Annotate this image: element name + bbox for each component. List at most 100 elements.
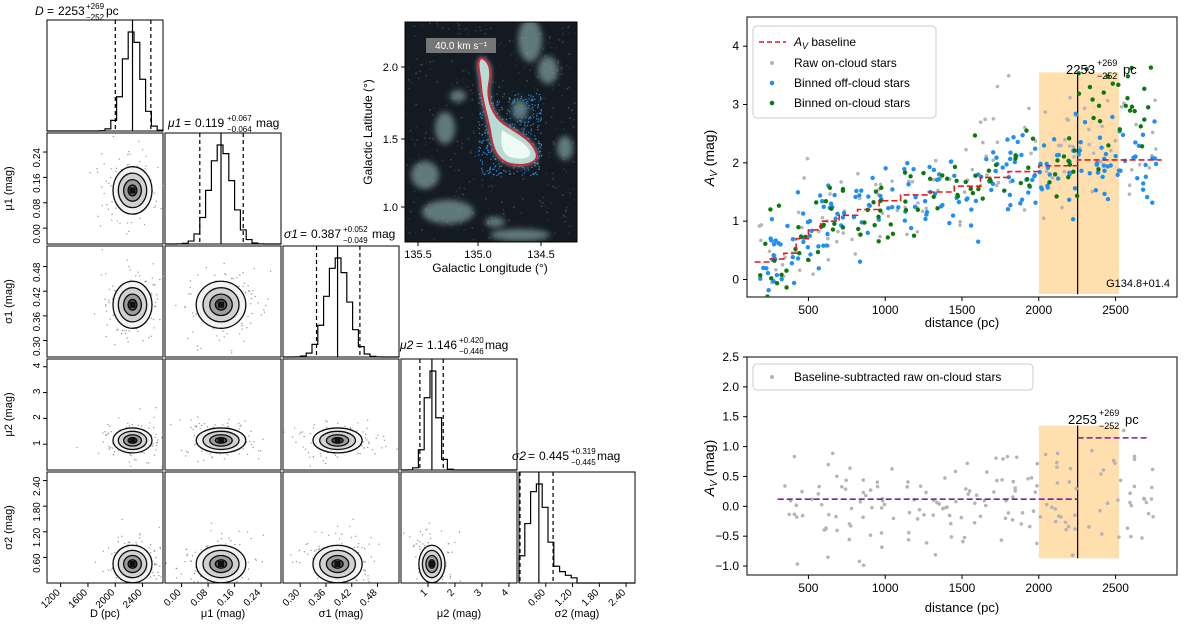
corner-sample	[416, 578, 418, 580]
panel-a-raw-point	[924, 206, 929, 211]
map-noise	[450, 83, 453, 86]
map-noise	[510, 104, 513, 106]
corner-sample	[154, 436, 156, 438]
panel-a-off-point	[808, 252, 813, 257]
corner-sample	[136, 165, 139, 167]
map-star	[482, 171, 484, 173]
map-star	[517, 116, 519, 118]
panel-b-point	[1035, 461, 1040, 466]
panel-a-raw-point	[1147, 166, 1152, 170]
map-star	[498, 101, 501, 103]
corner-sample	[314, 531, 316, 533]
map-noise	[573, 198, 575, 201]
corner-sample	[231, 349, 233, 352]
corner-sample	[193, 572, 196, 575]
map-star	[485, 114, 487, 116]
corner-sample	[133, 458, 136, 461]
map-noise	[437, 99, 440, 102]
map-noise	[454, 167, 457, 170]
map-emission	[411, 22, 573, 241]
panel-a-raw-point	[839, 180, 843, 184]
corner-title-sig2-value: 0.445	[539, 449, 569, 463]
corner-sample	[291, 561, 294, 564]
corner-sample	[155, 444, 158, 447]
map-star	[481, 114, 483, 116]
corner-sample	[451, 551, 453, 553]
corner-sample	[109, 446, 112, 449]
panel-a-off-point	[1004, 162, 1009, 167]
panel-b-point	[1146, 511, 1151, 516]
corner-sample	[349, 427, 352, 429]
panel-a-range-band	[1038, 72, 1119, 295]
map-noise	[425, 61, 428, 64]
panel-b-point	[794, 503, 799, 508]
map-noise	[542, 202, 544, 204]
map-star	[540, 143, 542, 145]
corner-sample	[210, 522, 213, 524]
corner-sample	[157, 439, 159, 441]
legend-on-label: Binned on-cloud stars	[794, 96, 910, 110]
panel-a-raw-point	[1127, 192, 1132, 197]
corner-peak	[218, 437, 225, 444]
panel-b-point	[826, 555, 830, 559]
corner-sample	[153, 416, 155, 419]
panel-a-raw-point	[1150, 130, 1155, 135]
panel-a-legend-box	[752, 25, 937, 119]
map-noise	[562, 32, 564, 35]
map-ytick-label: 2.0	[383, 62, 398, 74]
map-star	[537, 105, 539, 107]
corner-sample	[153, 327, 155, 329]
map-star	[537, 157, 539, 159]
corner-sample	[151, 277, 153, 279]
corner-sample	[153, 206, 155, 209]
map-star	[482, 151, 485, 153]
map-star	[540, 98, 542, 101]
panel-a-off-point	[965, 196, 970, 201]
corner-title-D-name: D	[35, 4, 44, 18]
corner-title-mu1-unit: mag	[256, 116, 279, 130]
map-noise	[551, 122, 554, 125]
corner-title-sig1: σ1 = 0.387 +0.052 −0.049 mag	[284, 225, 395, 245]
map-star	[525, 98, 527, 100]
panel-a-raw-point	[767, 249, 772, 254]
panel-b-point	[1014, 455, 1019, 460]
corner-sample	[357, 422, 359, 424]
map-noise	[492, 81, 494, 83]
map-star	[496, 174, 498, 177]
corner-sample	[148, 427, 150, 429]
map-noise	[560, 68, 562, 70]
corner-sample	[344, 425, 346, 427]
panel-a-raw-point	[1137, 162, 1142, 167]
corner-sample	[355, 579, 358, 581]
map-star	[517, 93, 519, 95]
map-noise	[474, 155, 477, 158]
corner-sample	[150, 317, 152, 320]
panel-a-raw-point	[826, 236, 830, 241]
panel-b-point	[819, 502, 824, 507]
map-star	[489, 151, 491, 153]
panel-a-on-point	[798, 234, 804, 239]
map-noise	[484, 197, 487, 199]
corner-sample	[200, 347, 202, 349]
corner-sample	[130, 221, 132, 224]
panel-a-on-point	[927, 176, 933, 182]
map-noise	[441, 159, 443, 162]
panel-a-raw-point	[978, 120, 983, 125]
panel-b-ytick-label: 1.5	[722, 410, 739, 424]
map-noise	[572, 135, 574, 138]
corner-sample	[112, 314, 114, 317]
panel-b-point	[949, 535, 954, 539]
corner-sample	[143, 452, 145, 454]
corner-ytick-label: 0.36	[32, 311, 43, 331]
panel-b-point	[1087, 525, 1091, 529]
corner-xtick-label: 1.20	[553, 587, 575, 609]
panel-a-off-point	[1005, 207, 1011, 212]
panel-a-off-point	[771, 279, 776, 284]
map-star	[494, 158, 496, 160]
panel-a-on-point	[988, 179, 993, 184]
corner-title-mu1-plus: +0.067	[227, 114, 252, 123]
corner-sample	[115, 577, 118, 579]
corner-sample	[175, 567, 177, 570]
map-star	[486, 139, 488, 141]
map-noise	[512, 40, 514, 43]
